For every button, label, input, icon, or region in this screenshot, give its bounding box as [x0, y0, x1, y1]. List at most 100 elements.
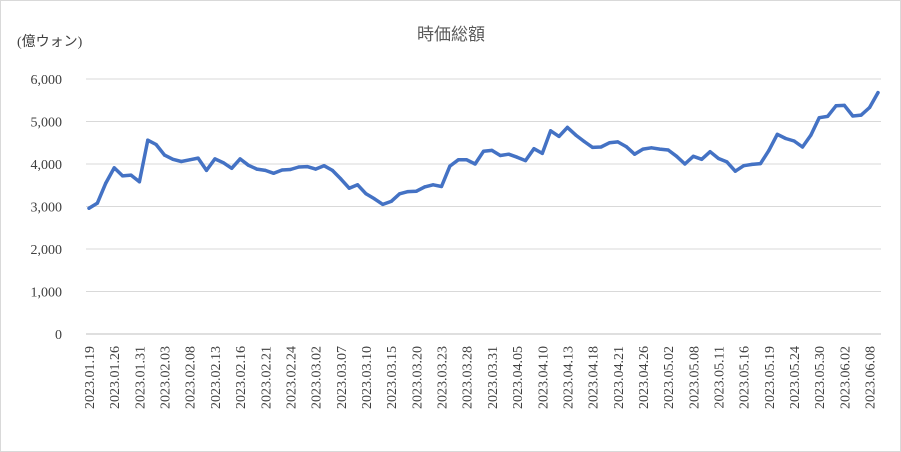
y-tick-label: 2,000: [31, 243, 63, 258]
data-point: [356, 183, 360, 187]
data-point: [398, 192, 402, 196]
x-tick-label: 2023.03.15: [385, 346, 400, 409]
data-point: [305, 165, 309, 169]
data-point: [364, 192, 368, 196]
x-tick-label: 2023.05.30: [813, 346, 828, 409]
data-point: [372, 197, 376, 201]
data-point: [523, 159, 528, 163]
y-unit-label: (億ウォン): [17, 34, 83, 50]
x-tick-label: 2023.05.08: [687, 346, 702, 409]
data-point: [775, 132, 779, 136]
x-tick-label: 2023.02.13: [209, 346, 224, 409]
x-tick-label: 2023.06.02: [838, 346, 853, 409]
data-point: [742, 164, 746, 168]
data-point: [314, 167, 318, 171]
x-tick-label: 2023.03.02: [310, 346, 325, 409]
x-tick-label: 2023.05.16: [738, 346, 753, 409]
data-point: [481, 149, 486, 153]
data-point: [104, 181, 108, 185]
data-point: [876, 91, 880, 95]
data-point: [565, 125, 570, 129]
y-tick-label: 0: [55, 328, 62, 343]
data-point: [851, 114, 855, 118]
data-point: [272, 171, 276, 175]
data-point: [431, 183, 435, 187]
data-point: [557, 134, 561, 138]
x-tick-label: 2023.04.26: [637, 346, 652, 409]
x-tick-label: 2023.03.31: [486, 346, 501, 409]
x-tick-label: 2023.01.31: [133, 346, 148, 409]
data-point: [95, 201, 99, 205]
data-point: [792, 139, 796, 143]
data-point: [700, 157, 704, 161]
x-tick-label: 2023.05.19: [763, 346, 778, 409]
data-point: [87, 206, 91, 210]
x-tick-label: 2023.03.28: [461, 346, 476, 409]
data-point: [448, 164, 452, 168]
data-point: [691, 154, 695, 158]
data-point: [389, 199, 393, 203]
data-point: [112, 166, 116, 170]
data-point: [255, 167, 259, 171]
y-tick-label: 6,000: [31, 73, 63, 88]
x-tick-label: 2023.05.02: [662, 346, 677, 409]
data-point: [347, 186, 351, 190]
x-tick-label: 2023.04.13: [561, 346, 576, 409]
data-point: [162, 153, 167, 157]
data-point: [439, 184, 444, 189]
chart-title: 時価総額: [417, 25, 485, 44]
data-point: [381, 202, 385, 206]
x-tick-label: 2023.03.10: [360, 346, 375, 409]
data-point: [641, 147, 645, 151]
data-point: [230, 166, 234, 170]
x-tick-label: 2023.03.07: [335, 346, 350, 409]
data-point: [649, 146, 654, 150]
data-point: [599, 145, 603, 149]
data-point: [330, 168, 334, 172]
x-tick-label: 2023.03.23: [436, 346, 451, 409]
x-tick-label: 2023.06.08: [864, 346, 879, 409]
data-point: [758, 162, 763, 166]
data-point: [204, 168, 209, 172]
data-point: [121, 174, 125, 178]
x-tick-label: 2023.02.21: [259, 346, 274, 409]
data-point: [263, 168, 267, 172]
data-point: [725, 160, 729, 164]
data-point: [666, 148, 670, 152]
data-point: [708, 150, 712, 154]
data-point: [633, 152, 637, 156]
x-tick-label: 2023.02.24: [284, 346, 299, 409]
data-point: [817, 116, 821, 120]
data-point: [213, 157, 217, 161]
data-point: [498, 153, 502, 158]
data-point: [582, 139, 586, 144]
data-point: [532, 147, 536, 151]
data-point: [750, 162, 754, 166]
y-tick-label: 1,000: [31, 286, 63, 301]
x-axis-ticks: 2023.01.19 2023.01.26 2023.01.31 2023.02.03…: [83, 346, 879, 409]
data-point: [179, 159, 183, 164]
x-tick-label: 2023.04.21: [612, 346, 627, 409]
data-point: [809, 133, 813, 137]
data-point: [868, 105, 872, 110]
data-point: [465, 158, 469, 162]
data-point: [423, 185, 427, 189]
data-point: [675, 154, 679, 158]
data-point: [414, 189, 418, 193]
data-point: [716, 156, 721, 161]
data-point: [297, 165, 301, 169]
data-point: [800, 145, 805, 149]
x-tick-label: 2023.03.20: [410, 346, 425, 409]
data-point: [859, 113, 863, 117]
data-point: [322, 164, 326, 168]
data-point: [171, 157, 175, 161]
data-point: [826, 114, 830, 118]
x-tick-label: 2023.05.24: [788, 346, 803, 409]
x-tick-label: 2023.02.03: [159, 346, 174, 409]
y-tick-label: 3,000: [31, 201, 63, 216]
data-point: [842, 103, 847, 107]
data-point: [574, 133, 578, 137]
x-tick-label: 2023.04.05: [511, 346, 526, 409]
y-tick-label: 5,000: [31, 116, 63, 131]
